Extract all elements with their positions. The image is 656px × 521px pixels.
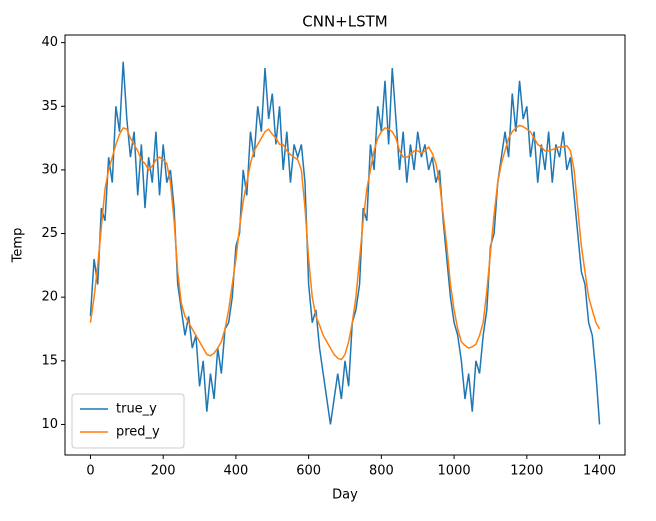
legend-label: pred_y [116, 425, 160, 440]
plot-frame [64, 34, 626, 456]
y-tick-label: 15 [41, 353, 58, 368]
legend-box [71, 393, 185, 449]
x-tick-label: 1200 [510, 464, 543, 479]
x-tick-label: 0 [86, 464, 94, 479]
x-tick-label: 1400 [583, 464, 616, 479]
y-axis-label: Temp [11, 228, 26, 264]
legend-label: true_y [116, 402, 157, 417]
y-tick-label: 30 [41, 162, 58, 177]
chart-title: CNN+LSTM [302, 13, 387, 31]
y-tick-label: 40 [41, 35, 58, 50]
y-tick-label: 25 [41, 226, 58, 241]
x-tick-label: 1000 [438, 464, 471, 479]
y-tick-label: 10 [41, 417, 58, 432]
y-tick-label: 20 [41, 290, 58, 305]
x-tick-label: 200 [151, 464, 176, 479]
y-tick-label: 35 [41, 99, 58, 114]
x-axis-label: Day [332, 488, 358, 503]
data-line [89, 124, 601, 361]
data-line [89, 61, 601, 425]
x-tick-label: 400 [223, 464, 248, 479]
x-tick-label: 600 [296, 464, 321, 479]
x-tick-label: 800 [369, 464, 394, 479]
